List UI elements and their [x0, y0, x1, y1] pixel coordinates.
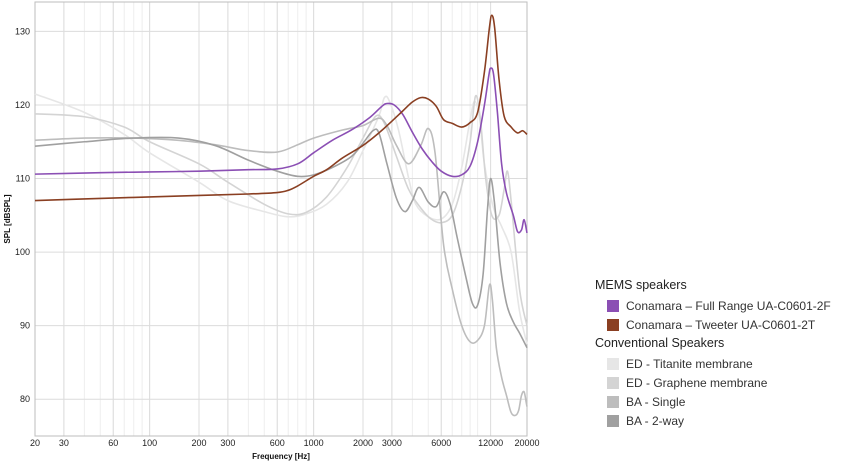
x-tick-label: 300 — [220, 438, 235, 448]
legend-group-title: MEMS speakers — [595, 278, 687, 292]
legend-group-conventional: Conventional Speakers ED - Titanite memb… — [595, 336, 845, 430]
legend-label: Conamara – Full Range UA-C0601-2F — [626, 298, 831, 313]
x-tick-label: 20 — [30, 438, 40, 448]
legend-group-title: Conventional Speakers — [595, 336, 725, 350]
series-line-full-range — [34, 67, 528, 234]
series-line-ed-graphene — [34, 94, 528, 326]
series-line-ba-single — [34, 117, 528, 417]
x-tick-label: 600 — [270, 438, 285, 448]
y-axis-title: SPL [dBSPL] — [3, 194, 12, 244]
x-tick-label: 12000 — [478, 438, 503, 448]
legend-label: Conamara – Tweeter UA-C0601-2T — [626, 317, 816, 332]
legend-swatch — [607, 395, 619, 408]
legend-label: ED - Titanite membrane — [626, 356, 753, 371]
legend-swatch — [607, 299, 619, 312]
x-axis-title: Frequency [Hz] — [252, 452, 310, 461]
legend-label: ED - Graphene membrane — [626, 375, 768, 390]
x-tick-label: 20000 — [514, 438, 539, 448]
legend-item-tweeter[interactable]: Conamara – Tweeter UA-C0601-2T — [607, 315, 845, 334]
x-tick-label: 100 — [142, 438, 157, 448]
legend: MEMS speakers Conamara – Full Range UA-C… — [595, 276, 845, 432]
x-tick-label: 60 — [108, 438, 118, 448]
y-tick-label: 100 — [15, 247, 30, 257]
legend-swatch — [607, 357, 619, 370]
x-tick-label: 30 — [59, 438, 69, 448]
legend-item-ba-single[interactable]: BA - Single — [607, 392, 845, 411]
legend-swatch — [607, 376, 619, 389]
legend-item-ed-graphene[interactable]: ED - Graphene membrane — [607, 373, 845, 392]
legend-item-full-range[interactable]: Conamara – Full Range UA-C0601-2F — [607, 296, 845, 315]
series-line-ba-2-way — [34, 128, 528, 349]
legend-label: BA - Single — [626, 394, 686, 409]
y-tick-label: 80 — [20, 394, 30, 404]
plot-background — [35, 2, 527, 436]
x-tick-label: 6000 — [431, 438, 451, 448]
legend-group-mems: MEMS speakers Conamara – Full Range UA-C… — [595, 278, 845, 334]
legend-label: BA - 2-way — [626, 413, 685, 428]
x-tick-label: 200 — [191, 438, 206, 448]
y-tick-label: 130 — [15, 26, 30, 36]
x-tick-label: 3000 — [382, 438, 402, 448]
legend-swatch — [607, 414, 619, 427]
legend-item-ed-titanite[interactable]: ED - Titanite membrane — [607, 354, 845, 373]
plot-frame — [34, 1, 528, 437]
y-tick-label: 90 — [20, 321, 30, 331]
y-axis-ticks: 80 90 100 110 120 130 — [15, 26, 30, 404]
x-axis-ticks: 20 30 60 100 200 300 600 1000 2000 3000 6000 12000 2… — [30, 438, 540, 448]
series-line-tweeter — [34, 14, 528, 202]
series-layer — [34, 14, 528, 417]
legend-swatch — [607, 318, 619, 331]
x-tick-label: 2000 — [353, 438, 373, 448]
legend-item-ba-2-way[interactable]: BA - 2-way — [607, 411, 845, 430]
y-tick-label: 110 — [16, 174, 30, 184]
y-tick-label: 120 — [15, 100, 30, 110]
x-tick-label: 1000 — [304, 438, 324, 448]
